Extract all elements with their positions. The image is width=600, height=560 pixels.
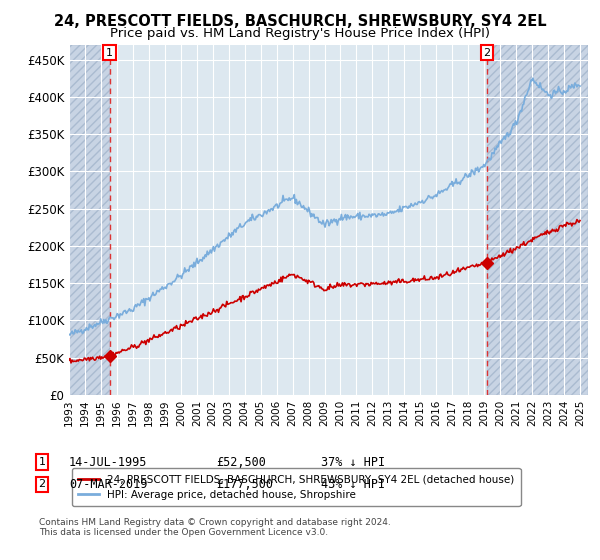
Text: 37% ↓ HPI: 37% ↓ HPI (321, 455, 385, 469)
Text: £177,500: £177,500 (216, 478, 273, 491)
Text: 2: 2 (484, 48, 491, 58)
Legend: 24, PRESCOTT FIELDS, BASCHURCH, SHREWSBURY, SY4 2EL (detached house), HPI: Avera: 24, PRESCOTT FIELDS, BASCHURCH, SHREWSBU… (71, 468, 521, 506)
Text: 1: 1 (38, 457, 46, 467)
Text: £52,500: £52,500 (216, 455, 266, 469)
Text: Contains HM Land Registry data © Crown copyright and database right 2024.
This d: Contains HM Land Registry data © Crown c… (39, 518, 391, 538)
Bar (69, 45, 110, 395)
Text: 43% ↓ HPI: 43% ↓ HPI (321, 478, 385, 491)
Text: 2: 2 (38, 479, 46, 489)
Bar (487, 45, 588, 395)
Text: 14-JUL-1995: 14-JUL-1995 (69, 455, 148, 469)
Text: 07-MAR-2019: 07-MAR-2019 (69, 478, 148, 491)
Text: 24, PRESCOTT FIELDS, BASCHURCH, SHREWSBURY, SY4 2EL: 24, PRESCOTT FIELDS, BASCHURCH, SHREWSBU… (53, 14, 547, 29)
Text: Price paid vs. HM Land Registry's House Price Index (HPI): Price paid vs. HM Land Registry's House … (110, 27, 490, 40)
Text: 1: 1 (106, 48, 113, 58)
